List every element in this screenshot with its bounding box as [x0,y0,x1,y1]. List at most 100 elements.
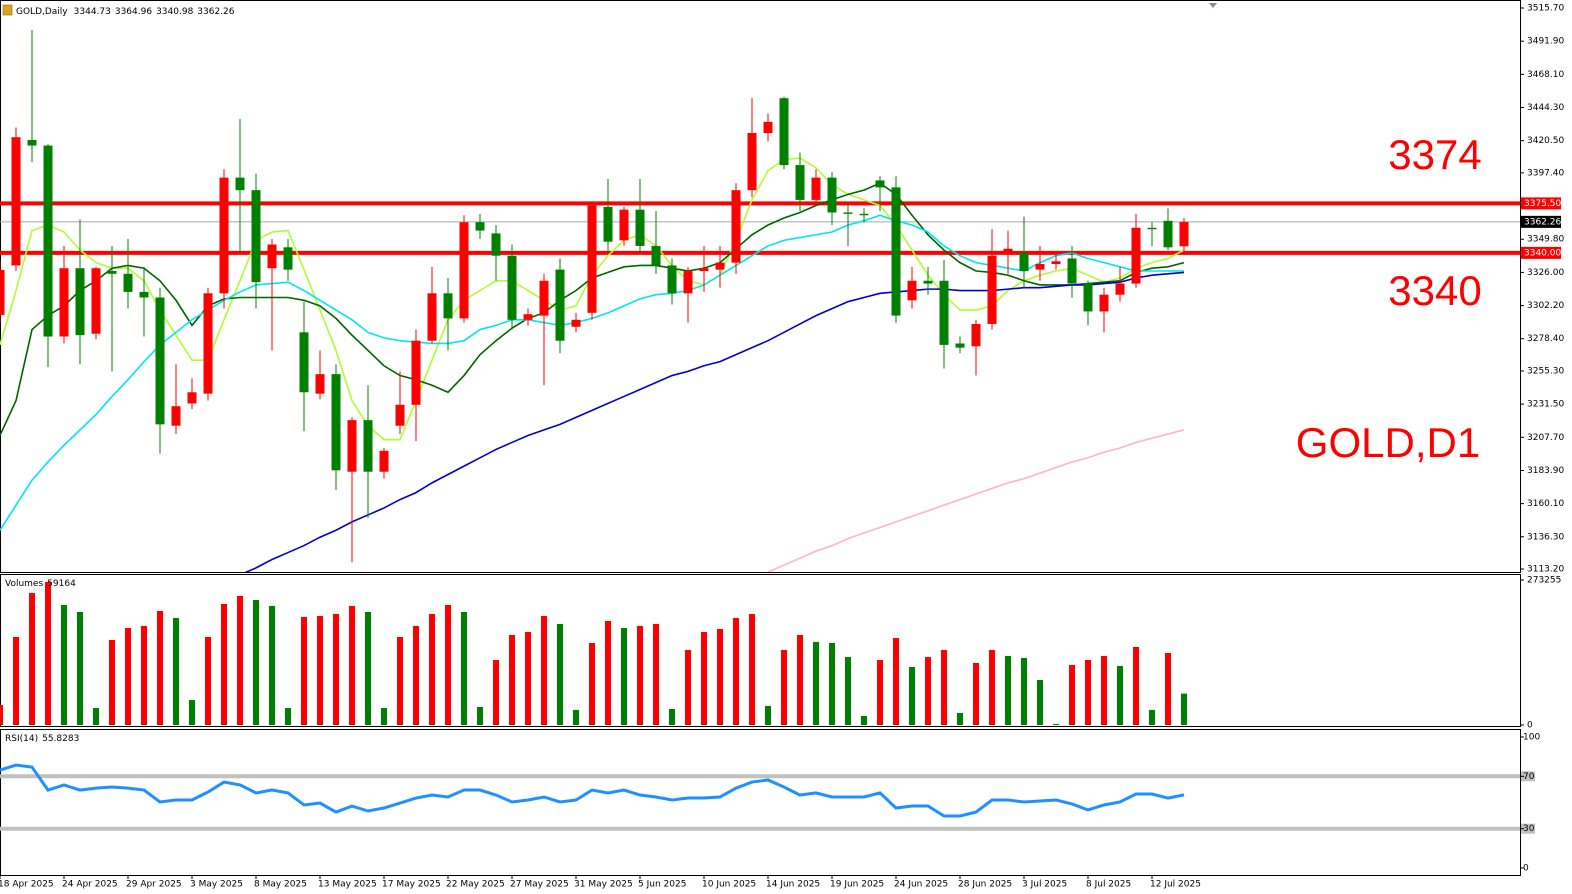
volume-bar [765,706,771,725]
candle-body [443,293,453,319]
volume-bar [845,656,851,725]
candle-body [827,177,837,213]
volume-bar [301,616,307,725]
x-tick-label: 24 Apr 2025 [62,880,118,890]
annotation: 3340 [1388,267,1481,314]
volume-bar [653,623,659,725]
volume-bar [1149,709,1155,725]
moving-average [767,429,1185,572]
candle-body [715,262,725,270]
volume-bar [445,604,451,725]
x-tick-label: 31 May 2025 [574,880,633,890]
candle-body [779,98,789,166]
volume-bar [669,708,675,725]
candle-body [331,374,341,471]
annotation: GOLD,D1 [1296,419,1480,466]
volume-bar [749,613,755,725]
volume-bar [621,627,627,725]
y-tick-label: 3444.30 [1527,103,1564,113]
candle-body [875,180,885,188]
volume-bar [717,628,723,725]
candle-body [955,343,965,348]
candle-body [235,177,245,191]
candle-body [187,392,197,404]
candle-body [491,233,501,256]
candle-body [1147,227,1157,230]
y-tick-label: 3160.10 [1527,499,1564,509]
y-tick-label: 70 [1523,772,1535,782]
candle-body [859,213,869,216]
x-tick-label: 13 May 2025 [318,880,377,890]
candle-body [395,404,405,426]
x-tick-label: 29 Apr 2025 [126,880,182,890]
current-price-label: 3362.26 [1524,217,1561,227]
volume-bar [173,617,179,725]
level-tag [1521,197,1561,210]
volume-bar [813,641,819,725]
x-tick-label: 12 Jul 2025 [1150,880,1201,890]
volume-bar [221,603,227,725]
volume-bar [189,700,195,725]
volume-bar [461,611,467,725]
volume-bar [1165,652,1171,725]
y-tick-label: 3397.40 [1527,168,1564,178]
volume-bar [1101,655,1107,725]
y-tick-label: 3207.70 [1527,433,1564,443]
volume-pane [0,574,1521,727]
annotation: 3374 [1388,131,1481,178]
volume-bar [1069,664,1075,725]
volume-bar [525,631,531,725]
volume-bar [541,615,547,725]
volume-bar [829,642,835,725]
candle-body [667,265,677,294]
candle-body [683,271,693,294]
volume-bar [397,636,403,725]
y-tick-label: 0 [1523,864,1529,874]
volume-bar [797,634,803,725]
candle-body [555,269,565,341]
candle-body [219,177,229,294]
candle-body [459,222,469,319]
x-tick-label: 24 Jun 2025 [894,880,948,890]
volume-last: 59164 [47,579,76,589]
rsi-pane [0,729,1521,876]
volume-bar [893,637,899,725]
header-close: 3362.26 [197,7,234,17]
volume-bar [93,708,99,725]
candle-body [27,139,37,146]
volume-bar [349,605,355,725]
y-tick-label: 3136.30 [1527,532,1564,542]
y-tick-label: 0 [1527,721,1533,731]
volume-bar [45,581,51,725]
level-label: 3340.00 [1524,248,1561,258]
candle-body [75,268,85,336]
y-tick-label: 3113.20 [1527,565,1564,575]
x-tick-label: 10 Jun 2025 [702,880,756,890]
candle-body [603,206,613,242]
volume-title: Volumes [5,579,43,589]
volume-bar [269,605,275,725]
level-label: 3375.50 [1524,199,1561,209]
volume-bar [1021,657,1027,725]
volume-bar [1133,646,1139,725]
volume-bar [973,662,979,725]
candle-body [619,209,629,241]
rsi-title: RSI(14) [5,734,38,744]
volume-bar [989,649,995,725]
candle-body [315,374,325,394]
candle-body [59,268,69,337]
y-tick-label: 3468.10 [1527,70,1564,80]
candle-body [507,255,517,320]
candle-body [923,280,933,284]
candle-body [155,297,165,425]
candle-body [971,323,981,347]
volume-bar [141,625,147,725]
volume-bar [941,649,947,725]
x-tick-label: 14 Jun 2025 [766,880,820,890]
volume-bar [429,613,435,725]
y-tick-label: 100 [1523,733,1540,743]
volume-bar [0,704,3,725]
candle-body [251,190,261,283]
volume-bar [637,625,643,725]
